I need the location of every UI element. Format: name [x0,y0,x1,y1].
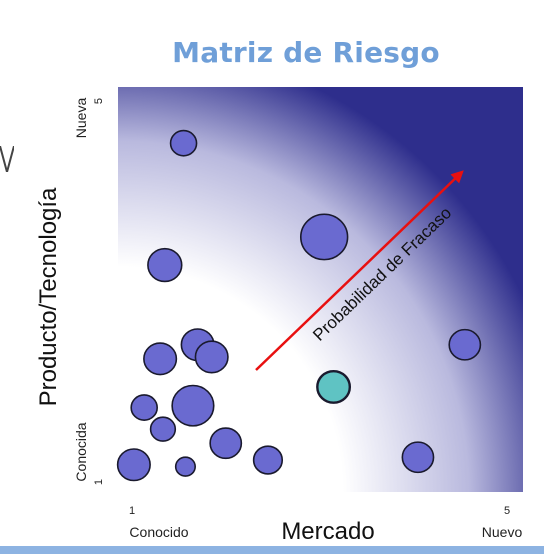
highlighted-project-bubble [316,369,352,404]
y-end-high: Nueva [73,98,89,139]
y-end-low: Conocida [73,422,89,481]
project-bubble [448,328,482,361]
chart-title: Matriz de Riesgo [172,36,440,69]
project-bubble [171,384,215,427]
project-bubble [401,441,435,474]
x-tick-max: 5 [504,505,510,517]
x-end-high: Nuevo [482,524,523,540]
project-bubble [149,416,177,442]
x-tick-min: 1 [129,505,135,517]
project-bubble [116,448,151,482]
project-bubble [130,394,158,421]
project-bubble [252,445,284,475]
bubble-layer [116,129,482,482]
y-axis-label: Producto/Tecnología [35,187,62,406]
project-bubble [174,456,196,477]
project-bubble [299,213,349,261]
project-bubble [169,129,198,157]
bottom-accent-bar [0,546,544,554]
y-tick-min: 1 [93,479,105,485]
project-bubble [194,340,229,374]
project-bubble [209,427,243,460]
x-end-low: Conocido [129,524,188,540]
x-axis-label: Mercado [281,518,374,545]
risk-arrow [255,170,464,371]
y-tick-max: 5 [93,98,105,104]
left-edge-mark [0,146,14,172]
project-bubble [147,247,183,283]
project-bubble [143,342,178,376]
